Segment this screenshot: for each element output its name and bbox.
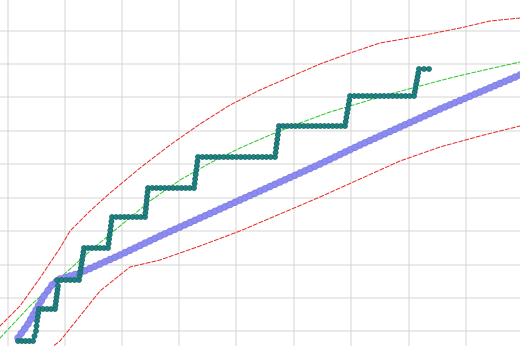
point-step-153 [426, 66, 432, 72]
point-step-151 [416, 66, 422, 72]
series-line-lower-band [52, 125, 520, 346]
point-step-4 [30, 338, 36, 344]
series-lower-band [52, 125, 520, 346]
series-layer [0, 17, 520, 346]
point-step-21 [55, 283, 61, 289]
point-step-7 [33, 323, 40, 329]
point-step-5 [31, 333, 38, 339]
point-linear-9 [40, 292, 48, 300]
series-line-linear [15, 72, 520, 341]
series-linear [14, 71, 520, 342]
point-step-152 [421, 66, 427, 72]
point-linear-10 [44, 286, 52, 295]
series-line-upper-band [0, 17, 520, 327]
series-line-trend [0, 61, 520, 339]
series-trend [0, 61, 520, 339]
series-step [15, 66, 432, 344]
point-step-6 [33, 328, 39, 334]
series-upper-band [0, 17, 520, 327]
